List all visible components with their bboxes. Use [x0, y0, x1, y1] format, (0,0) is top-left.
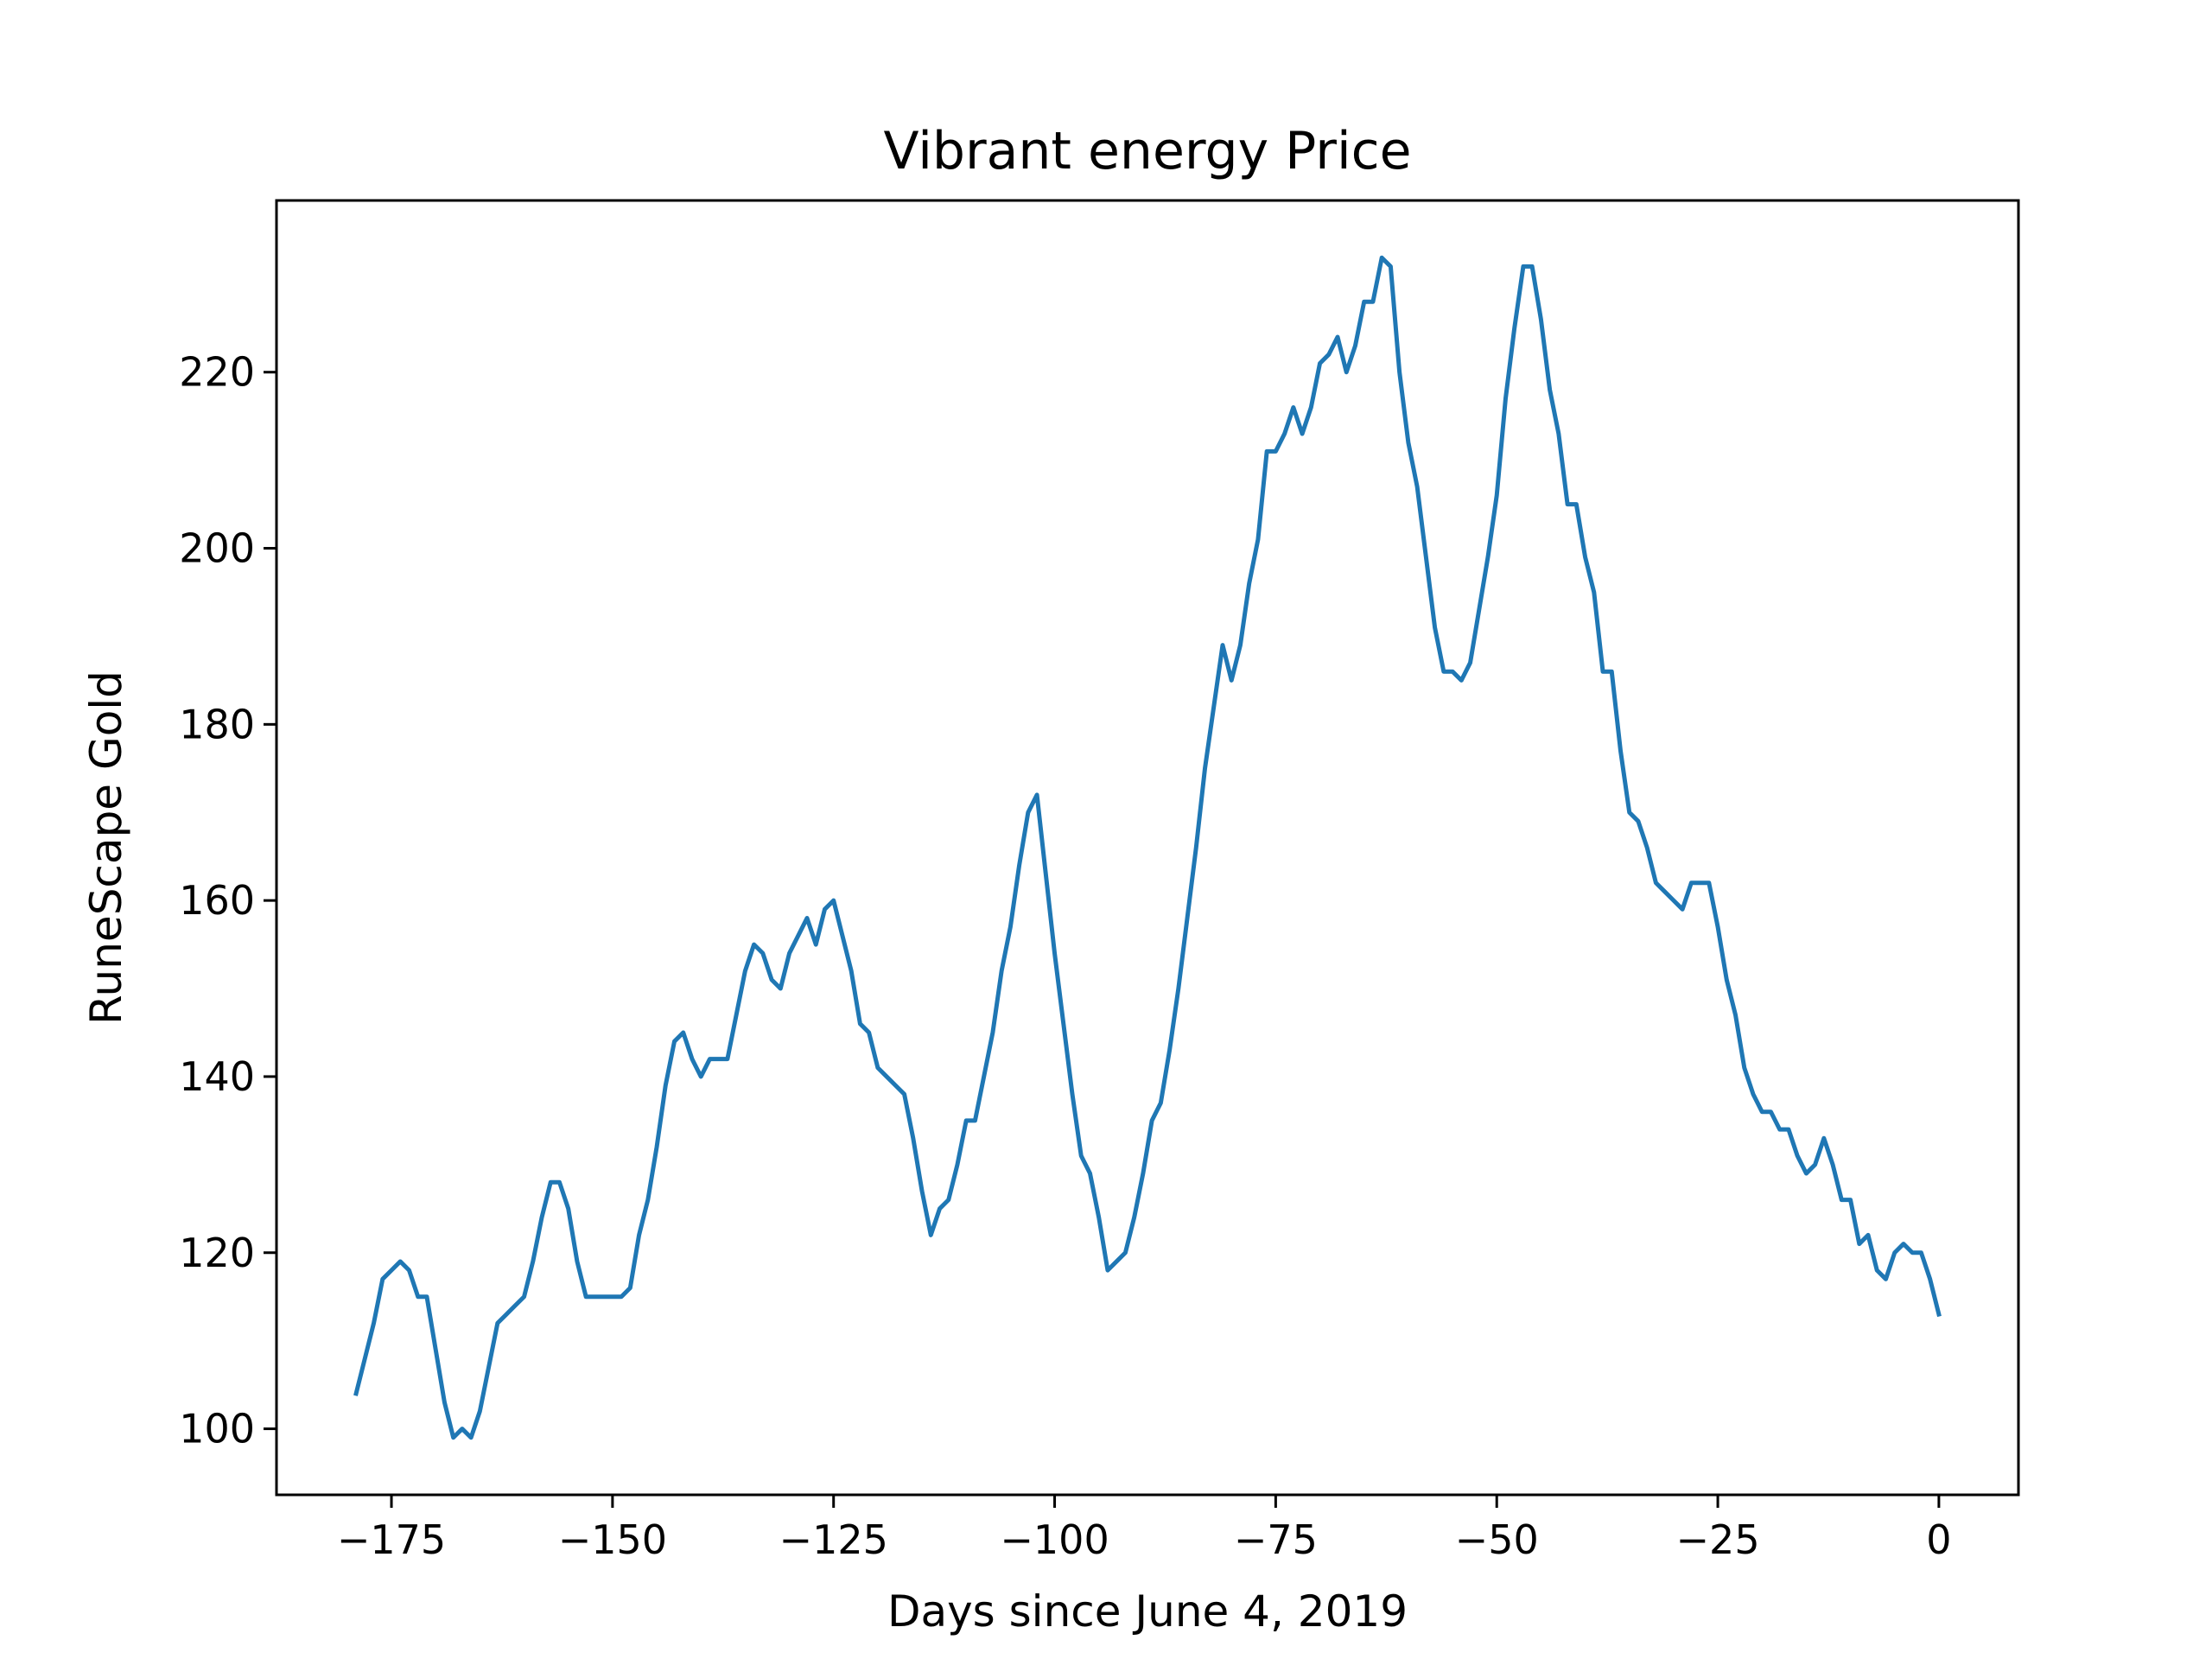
x-tick-label: 0 [1926, 1516, 1951, 1563]
x-axis: −175 −150 −125 −100 −75 −50 −25 0 [337, 1495, 1952, 1563]
y-tick-label: 160 [179, 877, 255, 924]
x-tick-label: −25 [1676, 1516, 1760, 1563]
x-tick-label: −125 [779, 1516, 888, 1563]
plot-area-frame [276, 200, 2018, 1495]
x-tick-label: −175 [337, 1516, 446, 1563]
x-axis-label: Days since June 4, 2019 [887, 1586, 1408, 1637]
x-tick-label: −50 [1455, 1516, 1539, 1563]
y-tick-label: 100 [179, 1406, 255, 1452]
x-tick-label: −150 [558, 1516, 667, 1563]
y-tick-label: 180 [179, 701, 255, 747]
y-tick-label: 220 [179, 349, 255, 396]
chart-title: Vibrant energy Price [883, 121, 1411, 181]
series-line-0 [356, 257, 1939, 1438]
x-tick-label: −75 [1234, 1516, 1318, 1563]
series-layer [356, 257, 1939, 1438]
y-axis-label: RuneScape Gold [81, 671, 131, 1025]
y-tick-label: 200 [179, 525, 255, 572]
x-tick-label: −100 [1000, 1516, 1109, 1563]
y-tick-label: 140 [179, 1053, 255, 1100]
y-tick-label: 120 [179, 1230, 255, 1276]
y-axis: 100 120 140 160 180 200 220 [179, 349, 276, 1452]
